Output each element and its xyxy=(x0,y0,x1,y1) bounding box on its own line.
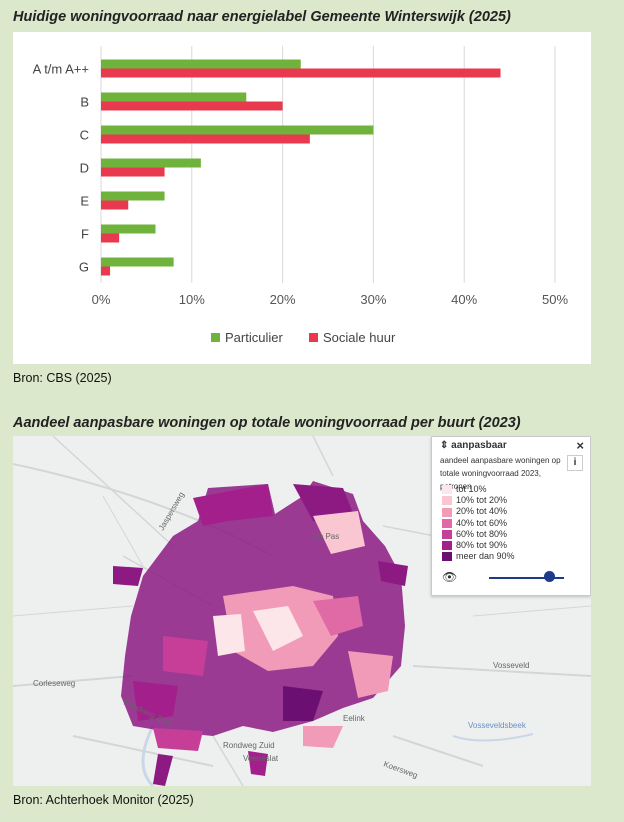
bar-sociale-huur xyxy=(101,101,283,111)
bar-particulier xyxy=(101,191,165,201)
chart-panel: 0% 10% 20% 30% 40% 50% A t/m A++ B C D E F G Particul… xyxy=(13,32,591,364)
map-label-vosseveld: Vosseveld xyxy=(493,661,529,670)
legend-swatch xyxy=(442,541,452,551)
bar-particulier xyxy=(101,158,201,168)
bar-sociale-huur xyxy=(101,233,120,243)
x-tick-label: 30% xyxy=(360,292,386,307)
bar-particulier xyxy=(101,92,247,102)
map-label-corleseweg: Corleseweg xyxy=(33,679,75,688)
legend-swatch xyxy=(442,485,452,495)
neighbourhood-polygons[interactable] xyxy=(113,481,408,786)
bar-particulier xyxy=(101,59,301,69)
legend-item-label: 60% tot 80% xyxy=(456,528,508,539)
stream xyxy=(452,733,534,742)
map-legend: ⇕ aanpasbaar × aandeel aanpasbare woning… xyxy=(431,436,591,596)
x-tick-label: 20% xyxy=(270,292,296,307)
chart-source: Bron: CBS (2025) xyxy=(13,371,112,385)
legend-item-label: meer dan 90% xyxy=(456,551,515,562)
legend-item-label: 20% tot 40% xyxy=(456,506,508,517)
map-panel[interactable]: Corleseweg Rondweg Zuid Vosseveld Vossev… xyxy=(13,436,591,786)
legend-description: aandeel aanpasbare woningen op totale wo… xyxy=(440,456,561,491)
map-title: Aandeel aanpasbare woningen op totale wo… xyxy=(13,415,521,431)
eye-icon[interactable]: 👁 xyxy=(442,570,458,584)
legend-swatch xyxy=(442,518,452,528)
x-tick-label: 40% xyxy=(451,292,477,307)
y-category-label: C xyxy=(80,128,89,143)
legend-item: 10% tot 20% xyxy=(442,495,515,506)
legend-swatch xyxy=(442,507,452,517)
y-category-label: G xyxy=(79,260,89,275)
bar-particulier xyxy=(101,224,156,234)
map-label-jaspersweg: Jaspersweg xyxy=(157,491,186,532)
legend-swatch xyxy=(442,552,452,562)
x-tick-label: 50% xyxy=(542,292,568,307)
close-icon[interactable]: × xyxy=(576,438,584,453)
legend-label-sociale-huur: Sociale huur xyxy=(323,330,396,345)
map-label-koersweg: Koersweg xyxy=(382,759,419,780)
bar-sociale-huur xyxy=(101,134,310,144)
bar-sociale-huur xyxy=(101,68,501,78)
legend-item: 20% tot 40% xyxy=(442,506,515,517)
bar-particulier xyxy=(101,125,374,135)
info-icon[interactable]: i xyxy=(567,455,583,471)
y-category-label: F xyxy=(81,227,89,242)
map-label-rondweg-zuid-2: Rondweg Zuid xyxy=(223,741,275,750)
legend-item: 40% tot 60% xyxy=(442,518,515,529)
opacity-slider-track[interactable] xyxy=(489,577,564,579)
legend-item: 80% tot 90% xyxy=(442,540,515,551)
legend-swatch-particulier xyxy=(211,333,220,342)
map-label-eelink: Eelink xyxy=(343,714,366,723)
bar-sociale-huur xyxy=(101,167,165,177)
y-category-label: B xyxy=(80,95,89,110)
legend-list: tot 10% 10% tot 20% 20% tot 40% 40% tot 60%… xyxy=(442,484,515,562)
stream xyxy=(141,725,155,786)
legend-item: meer dan 90% xyxy=(442,551,515,562)
opacity-slider-handle[interactable] xyxy=(544,571,555,582)
legend-swatch xyxy=(442,496,452,506)
map-source: Bron: Achterhoek Monitor (2025) xyxy=(13,793,194,807)
legend-item: tot 10% xyxy=(442,484,515,495)
legend-item-label: 40% tot 60% xyxy=(456,517,508,528)
x-tick-label: 10% xyxy=(179,292,205,307)
map-label-de-pas: De Pas xyxy=(313,532,339,541)
bar-particulier xyxy=(101,257,174,267)
map-label-veeneslat: Veeneslat xyxy=(243,754,279,763)
map-label-vosseveldsbeek: Vosseveldsbeek xyxy=(468,721,527,730)
y-category-label: A t/m A++ xyxy=(33,62,89,77)
y-category-label: E xyxy=(80,194,89,209)
legend-item-label: 80% tot 90% xyxy=(456,539,508,550)
bar-chart: 0% 10% 20% 30% 40% 50% A t/m A++ B C D E F G Particul… xyxy=(33,46,568,345)
legend-label-particulier: Particulier xyxy=(225,330,283,345)
legend-swatch-sociale-huur xyxy=(309,333,318,342)
bar-sociale-huur xyxy=(101,200,129,210)
legend-item-label: 10% tot 20% xyxy=(456,495,508,506)
y-category-label: D xyxy=(80,161,89,176)
legend-item: 60% tot 80% xyxy=(442,529,515,540)
legend-swatch xyxy=(442,529,452,539)
chart-title: Huidige woningvoorraad naar energielabel… xyxy=(13,9,511,25)
x-tick-label: 0% xyxy=(92,292,111,307)
bar-sociale-huur xyxy=(101,266,111,276)
legend-header[interactable]: ⇕ aanpasbaar xyxy=(440,440,507,451)
legend-item-label: tot 10% xyxy=(456,484,487,494)
sort-icon: ⇕ xyxy=(440,440,452,451)
